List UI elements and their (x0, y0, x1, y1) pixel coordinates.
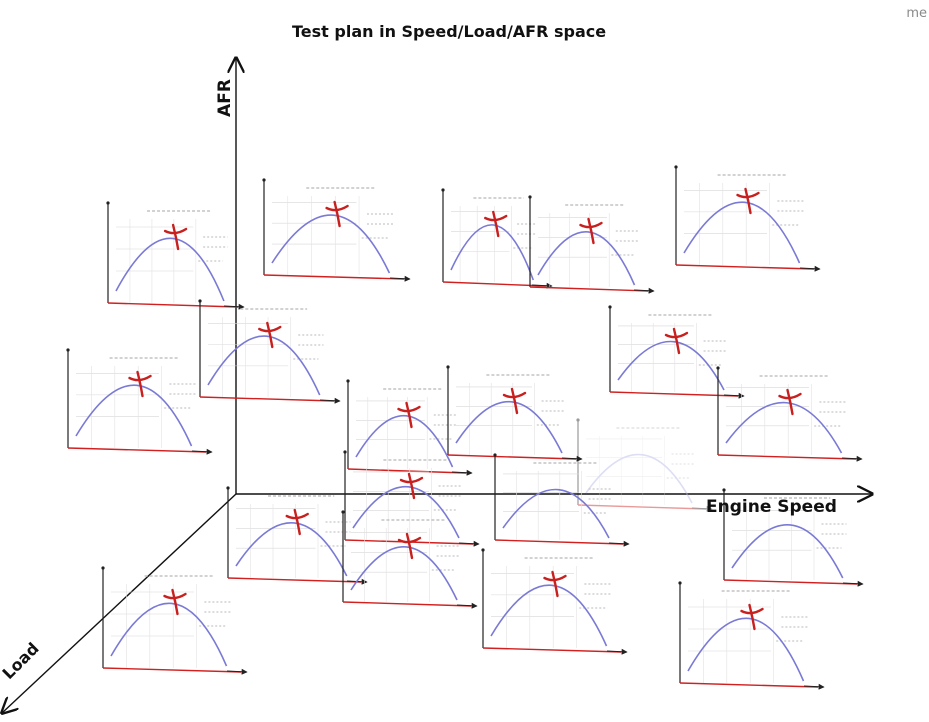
response-curve (683, 201, 801, 264)
optimum-marker (163, 588, 187, 616)
response-curve (490, 584, 608, 647)
sweep-plot-panel (678, 581, 825, 690)
response-curve (725, 401, 843, 454)
load-axis (2, 493, 237, 713)
sweep-plot-panel (226, 486, 368, 585)
optimum-marker (543, 570, 567, 598)
sweep-plot-panel (481, 548, 628, 655)
optimum-marker (163, 223, 188, 251)
sweep-plot-panel (198, 299, 341, 404)
response-curve (731, 524, 844, 579)
sweep-plot-panel (346, 379, 473, 476)
response-curve (75, 384, 193, 447)
sweep-plot-panel (716, 366, 863, 462)
response-curve (355, 415, 454, 468)
panel-x-axis (447, 454, 577, 460)
optimum-marker (285, 508, 309, 536)
optimum-marker (778, 388, 802, 416)
optimum-marker (397, 401, 421, 429)
sweep-plot-panel (343, 450, 480, 547)
panel-x-axis (102, 667, 242, 673)
sweep-plot-panel (446, 365, 583, 462)
response-curve (617, 340, 725, 391)
panel-x-axis (263, 274, 405, 280)
panel-x-axis (494, 539, 624, 545)
optimum-marker (502, 387, 527, 415)
panel-x-axis (107, 302, 239, 308)
panel-x-axis (723, 579, 858, 585)
response-curve (502, 488, 610, 539)
panel-x-axis (347, 468, 467, 474)
corner-text: me (906, 6, 927, 21)
diagram-title: Test plan in Speed/Load/AFR space (292, 22, 607, 41)
optimum-marker (325, 200, 349, 228)
response-curve (352, 486, 460, 539)
response-curve (455, 401, 563, 454)
panel-x-axis (67, 447, 207, 453)
response-curve (115, 237, 225, 302)
response-curve (537, 231, 636, 286)
response-curve (450, 224, 535, 281)
panel-x-axis (717, 454, 857, 460)
panel-x-axis (342, 601, 472, 607)
response-curve (350, 546, 458, 601)
panel-x-axis (529, 286, 649, 292)
panel-x-axis (577, 504, 707, 510)
optimum-marker (128, 370, 152, 398)
panel-x-axis (679, 682, 819, 688)
response-curve (687, 617, 805, 682)
optimum-marker (258, 321, 282, 349)
panel-x-axis (609, 391, 739, 397)
optimum-marker (484, 210, 508, 238)
sweep-plot-panel (722, 488, 864, 587)
response-curve (110, 602, 228, 667)
sweep-plot-panel (106, 201, 245, 310)
response-curve (207, 335, 321, 396)
optimum-marker (397, 532, 422, 560)
sweep-plot-panel (608, 305, 745, 399)
response-curve (585, 453, 693, 504)
sweep-plot-panel (101, 566, 248, 675)
sweep-plot-panel (576, 418, 713, 512)
panel-x-axis (675, 264, 815, 270)
sweep-plot-panel (528, 195, 655, 294)
sweep-plot-panel (441, 188, 553, 289)
optimum-marker (399, 472, 424, 500)
response-curve (271, 214, 391, 274)
sweep-plot-panel (493, 453, 630, 547)
response-curve (235, 522, 348, 577)
optimum-marker (664, 327, 689, 355)
sweep-plot-panel (674, 165, 821, 272)
sweep-plot-panel (66, 348, 213, 455)
panel-x-axis (199, 396, 335, 402)
sweep-plot-panel (262, 178, 411, 282)
optimum-marker (579, 217, 603, 245)
sweep-plot-panel (341, 510, 478, 609)
afr-axis-label: AFR (215, 79, 235, 117)
panel-x-axis (482, 647, 622, 653)
optimum-marker (740, 603, 764, 631)
optimum-marker (736, 187, 760, 215)
panel-x-axis (442, 281, 547, 287)
engine-speed-axis-label: Engine Speed (706, 497, 837, 517)
panel-x-axis (227, 577, 362, 583)
